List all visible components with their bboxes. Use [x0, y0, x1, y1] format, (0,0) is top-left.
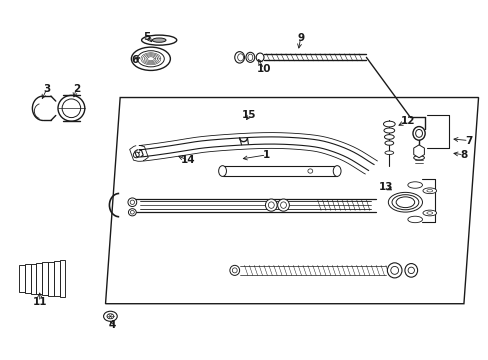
- Text: 13: 13: [378, 182, 392, 192]
- Ellipse shape: [229, 265, 239, 275]
- Ellipse shape: [384, 135, 393, 139]
- Text: 10: 10: [256, 64, 271, 74]
- Text: 1: 1: [262, 150, 269, 160]
- Ellipse shape: [103, 311, 117, 321]
- Text: 6: 6: [131, 55, 138, 65]
- Ellipse shape: [407, 216, 422, 223]
- Ellipse shape: [391, 195, 418, 210]
- Text: 15: 15: [242, 111, 256, 121]
- Ellipse shape: [307, 169, 312, 173]
- Ellipse shape: [256, 53, 264, 62]
- Text: 11: 11: [32, 297, 47, 307]
- Ellipse shape: [384, 141, 393, 145]
- Bar: [48, 262, 54, 296]
- Ellipse shape: [395, 197, 414, 208]
- Ellipse shape: [412, 127, 424, 140]
- Ellipse shape: [407, 182, 422, 188]
- Ellipse shape: [383, 121, 394, 127]
- Text: 12: 12: [400, 116, 414, 126]
- Ellipse shape: [245, 52, 254, 62]
- Bar: [25, 265, 30, 293]
- Bar: [60, 260, 65, 297]
- Text: 3: 3: [43, 84, 51, 94]
- Ellipse shape: [152, 38, 165, 42]
- Text: 9: 9: [296, 33, 304, 43]
- Ellipse shape: [58, 95, 84, 121]
- Bar: [30, 264, 36, 293]
- Ellipse shape: [332, 166, 340, 176]
- Ellipse shape: [265, 199, 277, 211]
- Ellipse shape: [404, 264, 417, 277]
- Text: 14: 14: [181, 155, 195, 165]
- Ellipse shape: [383, 128, 394, 133]
- Ellipse shape: [387, 192, 422, 212]
- Ellipse shape: [386, 263, 401, 278]
- Ellipse shape: [422, 210, 436, 216]
- Text: 5: 5: [143, 32, 150, 41]
- Ellipse shape: [131, 47, 170, 71]
- Ellipse shape: [142, 35, 176, 45]
- Ellipse shape: [133, 152, 139, 158]
- Ellipse shape: [107, 314, 114, 319]
- Ellipse shape: [234, 51, 244, 63]
- Ellipse shape: [277, 199, 289, 211]
- Bar: [19, 265, 25, 292]
- Polygon shape: [413, 145, 424, 158]
- Text: 2: 2: [73, 84, 80, 94]
- Ellipse shape: [137, 51, 164, 67]
- Text: 8: 8: [459, 150, 467, 160]
- Bar: [54, 261, 60, 296]
- Ellipse shape: [128, 209, 136, 216]
- Text: 4: 4: [108, 320, 115, 330]
- Text: 7: 7: [464, 136, 471, 145]
- Ellipse shape: [128, 198, 137, 207]
- Bar: [42, 262, 48, 295]
- Ellipse shape: [384, 151, 393, 154]
- Ellipse shape: [413, 156, 424, 160]
- Ellipse shape: [422, 188, 436, 194]
- Bar: [36, 263, 42, 294]
- Ellipse shape: [218, 166, 226, 176]
